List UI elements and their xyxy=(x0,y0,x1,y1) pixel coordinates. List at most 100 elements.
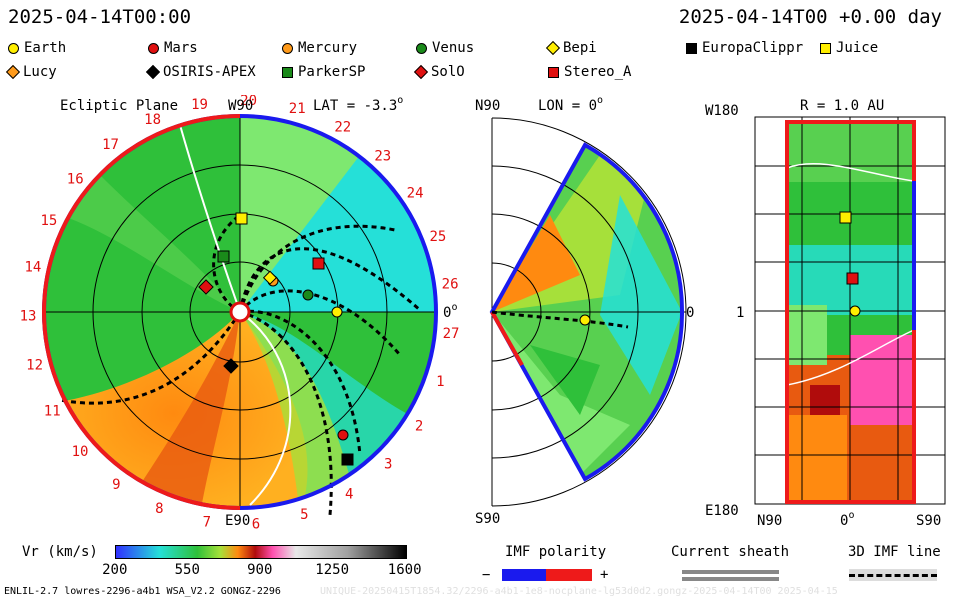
meridional-grid xyxy=(491,117,687,507)
meridional-imf-line xyxy=(491,310,629,329)
bepi-marker xyxy=(262,270,278,285)
legend-marker-circle-icon xyxy=(282,42,293,54)
legend-marker-diamond-icon xyxy=(145,64,161,80)
legend-item-solo: SolO xyxy=(413,64,465,80)
panel3-mid-left: 1 xyxy=(736,305,744,321)
footer-right: UNIQUE-20250415T1854.32/2296-a4b1-1e8-no… xyxy=(320,586,838,597)
legend-marker-square-icon xyxy=(820,42,831,54)
rotation-label: 26 xyxy=(442,277,459,293)
current-sheath-label: Current sheath xyxy=(671,544,790,560)
lat-label: LAT = -3.3o xyxy=(313,95,403,114)
legend-item-stereo-a: Stereo_A xyxy=(548,64,631,80)
legend-item-europaclippr: EuropaClippr xyxy=(686,40,803,56)
rotation-label: 3 xyxy=(384,457,392,473)
current-sheath-swatch-2 xyxy=(682,577,779,581)
legend-label: Earth xyxy=(24,40,67,56)
earth-marker xyxy=(331,306,343,318)
imf-plus: + xyxy=(600,567,609,583)
imf-line-swatch xyxy=(849,574,937,577)
legend-item-lucy: Lucy xyxy=(5,64,57,80)
panel1-bottom-label: E90 xyxy=(225,513,250,529)
legend-label: ParkerSP xyxy=(298,64,366,80)
rotation-label: 6 xyxy=(252,516,260,532)
legend-item-earth: Earth xyxy=(8,40,66,56)
meridional-boundary xyxy=(489,142,685,482)
legend-label: Mercury xyxy=(298,40,358,56)
imf-line-label: 3D IMF line xyxy=(848,544,941,560)
legend-item-parkersp: ParkerSP xyxy=(282,64,365,80)
legend-label: Juice xyxy=(836,40,879,56)
colorbar-tick: 550 xyxy=(174,562,200,578)
osiris-apex-marker xyxy=(223,358,239,374)
legend-marker-diamond-icon xyxy=(5,64,21,80)
legend-marker-diamond-icon xyxy=(545,40,561,56)
ecliptic-polarity-left xyxy=(42,114,241,510)
rotation-label: 11 xyxy=(44,403,61,419)
earth-marker-map xyxy=(849,305,861,317)
rotation-label: 20 xyxy=(240,95,257,109)
meridional-plane-plot: N90 LON = 0o 0o S90 xyxy=(475,95,695,525)
legend-marker-square-icon xyxy=(282,66,293,78)
legend-item-venus: Venus xyxy=(416,40,474,56)
legend-label: Mars xyxy=(164,40,198,56)
rotation-label: 21 xyxy=(289,101,306,117)
footer-left: ENLIL-2.7 lowres-2296-a4b1 WSA_V2.2 GONG… xyxy=(4,586,281,597)
solo-marker xyxy=(198,279,214,295)
xtick-n90: N90 xyxy=(757,513,782,529)
panel1-title: Ecliptic Plane xyxy=(60,98,178,114)
current-sheath-lines xyxy=(179,124,292,506)
rotation-label: 9 xyxy=(112,477,120,493)
current-sheath-swatch-1 xyxy=(682,570,779,574)
xtick-s90: S90 xyxy=(916,513,941,529)
colorbar-tick: 1250 xyxy=(315,562,350,578)
panel2-bottom-label: S90 xyxy=(475,511,500,525)
legend-marker-square-icon xyxy=(686,42,697,54)
rotation-label: 7 xyxy=(203,514,211,530)
legend-item-juice: Juice xyxy=(820,40,878,56)
imf-positive-swatch xyxy=(546,569,592,581)
stereo-a-marker xyxy=(312,257,325,270)
rotation-label: 25 xyxy=(429,229,446,245)
colorbar xyxy=(115,545,407,559)
rotation-label: 18 xyxy=(144,112,161,128)
legend-item-osiris-apex: OSIRIS-APEX xyxy=(145,64,256,80)
europaclippr-marker xyxy=(341,453,354,466)
mars-marker xyxy=(337,429,349,441)
juice-marker xyxy=(235,212,248,225)
colorbar-tick: 900 xyxy=(247,562,273,578)
venus-marker xyxy=(302,289,314,301)
legend-item-mercury: Mercury xyxy=(282,40,357,56)
legend-marker-circle-icon xyxy=(148,42,159,54)
imf-negative-swatch xyxy=(502,569,546,581)
legend-marker-diamond-icon xyxy=(413,64,429,80)
colorbar-tick: 200 xyxy=(102,562,128,578)
panel1-right-label: 0o xyxy=(443,302,457,321)
parkersp-marker xyxy=(217,250,230,263)
stereo-a-marker-map xyxy=(846,272,859,285)
panel1-top-label: W90 xyxy=(228,98,253,114)
panel3-bottom-left: E180 xyxy=(705,503,739,519)
rotation-label: 10 xyxy=(72,444,89,460)
sphere-map-plot: W180 R = 1.0 AU 1 E180 N90 0o S90 xyxy=(705,98,946,529)
legend-label: Stereo_A xyxy=(564,64,632,80)
rotation-label: 14 xyxy=(24,260,41,276)
date-left: 2025-04-14T00:00 xyxy=(8,6,192,28)
carrington-rotation-labels: 19 20 212223242526271234567891011121314151… xyxy=(20,95,460,532)
legend-item-bepi: Bepi xyxy=(545,40,597,56)
xtick-0: 0o xyxy=(840,510,854,529)
rotation-label: 24 xyxy=(407,185,424,201)
colorbar-tick: 1600 xyxy=(387,562,422,578)
rotation-label: 23 xyxy=(374,148,391,164)
legend-label: Lucy xyxy=(23,64,57,80)
panel2-right-label: 0o xyxy=(686,302,695,321)
imf-polarity-label: IMF polarity xyxy=(505,544,607,560)
legend-marker-square-icon xyxy=(548,66,559,78)
rotation-label: 5 xyxy=(300,507,308,523)
rotation-label: 19 xyxy=(191,97,208,113)
rotation-label: 2 xyxy=(415,418,423,434)
rotation-label: 12 xyxy=(26,358,43,374)
legend-label: Venus xyxy=(432,40,475,56)
imf-minus: − xyxy=(482,567,491,583)
rotation-label: 15 xyxy=(40,213,57,229)
legend-label: SolO xyxy=(431,64,465,80)
